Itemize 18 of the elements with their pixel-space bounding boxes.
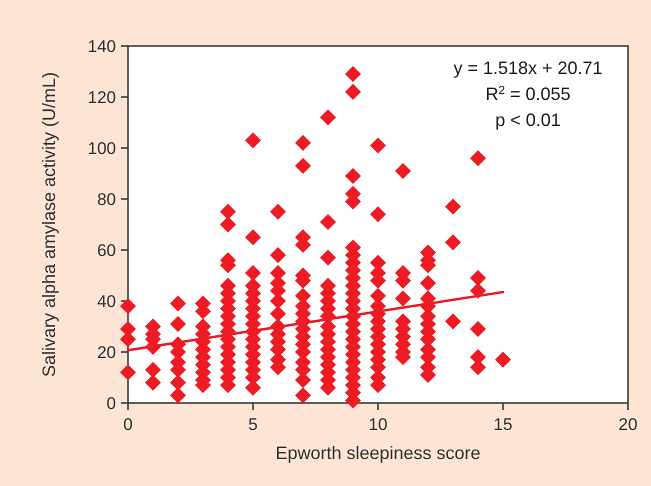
y-tick-label: 40 <box>97 292 116 311</box>
x-tick-label: 15 <box>494 415 512 434</box>
y-tick-label: 0 <box>106 394 116 413</box>
x-axis-title: Epworth sleepiness score <box>275 443 481 463</box>
y-axis-title: Salivary alpha amylase activity (U/mL) <box>39 72 59 378</box>
x-tick-label: 20 <box>618 415 638 434</box>
annotation: p < 0.01 <box>495 110 561 130</box>
x-tick-label: 10 <box>368 415 388 434</box>
x-tick-label: 5 <box>248 415 258 434</box>
annotation: R$^{2}$ = 0.055 <box>485 84 571 104</box>
y-tick-label: 80 <box>97 190 116 209</box>
annotation: y = 1.518x + 20.71 <box>453 58 603 78</box>
y-tick-label: 60 <box>97 241 116 260</box>
y-tick-label: 140 <box>88 37 116 56</box>
y-tick-label: 20 <box>97 343 116 362</box>
y-tick-label: 120 <box>88 88 116 107</box>
x-tick-label: 0 <box>123 415 133 434</box>
y-tick-label: 100 <box>88 139 116 158</box>
